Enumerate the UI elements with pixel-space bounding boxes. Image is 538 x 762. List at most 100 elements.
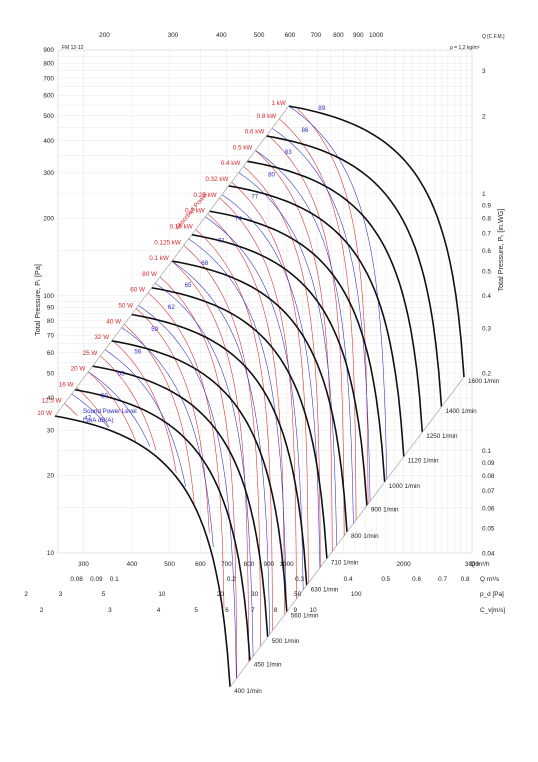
y-right-label: Total Pressure, Pₜ [in.WG]: [496, 209, 505, 292]
x-cv-tick: 4: [157, 607, 161, 614]
y-right-tick: 0.6: [482, 248, 491, 255]
y-left-tick: 10: [47, 550, 55, 557]
x-bottom-tick: 1000: [279, 561, 294, 568]
sound-line: [121, 327, 214, 548]
x-bottom-tick: 600: [195, 561, 206, 568]
speed-label: 500 1/min: [272, 638, 300, 645]
y-left-tick: 70: [47, 333, 55, 340]
sound-label: 86: [302, 127, 309, 134]
boundary-line: [229, 376, 465, 688]
speed-label: 1400 1/min: [446, 408, 478, 415]
y-right-tick: 0.09: [482, 460, 495, 467]
grid: [57, 49, 473, 554]
y-left-tick: 900: [43, 47, 54, 54]
speed-label: 1600 1/min: [468, 378, 500, 385]
y-right-tick: 0.1: [482, 448, 491, 455]
sound-line: [288, 105, 388, 480]
y-right-tick: 0.06: [482, 505, 495, 512]
speed-label: 1120 1/min: [408, 458, 439, 465]
y-left-tick: 200: [43, 215, 54, 222]
x-bottom-tick: 800: [244, 561, 255, 568]
sound-label: 53: [118, 371, 125, 378]
x-bottom-tick: 700: [221, 561, 232, 568]
labels: 900 800 700 600 500 400 300 200 100 90 80 70 60 50 40 3…: [24, 32, 499, 695]
sound-label: 50: [101, 393, 108, 400]
y-right-tick: 0.4: [482, 293, 491, 300]
density-label: ρ = 1,2 kg/m³: [450, 45, 480, 51]
x-pa-tick: 3: [59, 591, 63, 598]
x-ms-tick: 0.5: [381, 576, 390, 583]
x-top-tick: 700: [311, 32, 322, 39]
power-label: 0.4 kW: [221, 160, 241, 167]
power-line: [231, 181, 309, 584]
y-left-tick: 20: [47, 473, 55, 480]
x-ms-tick: 0.09: [90, 576, 103, 583]
speed-curve: [151, 287, 328, 559]
y-left-label: Total Pressure, Pₜ [Pa]: [33, 264, 42, 336]
speed-label: 630 1/min: [311, 586, 339, 593]
x-bottom-tick: 2000: [396, 561, 411, 568]
y-left-tick: 800: [43, 60, 54, 67]
power-label: 20 W: [71, 366, 86, 373]
speed-curve: [209, 210, 386, 483]
x-top-tick: 900: [353, 32, 364, 39]
x-bottom-tick: 3000: [465, 561, 480, 568]
sound-label: 65: [185, 282, 192, 289]
power-label: 25 W: [83, 350, 98, 357]
y-right-tick: 0.07: [482, 488, 495, 495]
y-left-tick: 100: [43, 293, 54, 300]
speed-curve: [131, 313, 308, 586]
y-left-tick: 500: [43, 113, 54, 120]
y-right-tick: 0.9: [482, 203, 491, 210]
x-pa-tick: 50: [294, 591, 302, 598]
x-ms-tick: 0.3: [295, 576, 304, 583]
speed-label: 710 1/min: [331, 560, 359, 567]
y-left-tick: 50: [47, 370, 55, 377]
x-ms-tick: 0.1: [110, 576, 119, 583]
power-label: 0.32 kW: [205, 176, 228, 183]
y-left-tick: 90: [47, 305, 55, 312]
x-bottom-tick: 900: [263, 561, 274, 568]
power-line: [64, 403, 78, 416]
top-axis-unit: Q [C.F.M.]: [482, 34, 505, 40]
x-ms-tick: 0.08: [70, 576, 83, 583]
x-top-tick: 600: [285, 32, 296, 39]
power-label: 60 W: [130, 287, 145, 294]
sound-line: [238, 172, 337, 546]
power-label: 80 W: [142, 271, 157, 278]
cv-axis-unit: C_v[m/s]: [480, 607, 505, 614]
x-top-tick: 200: [99, 32, 110, 39]
sound-label: 77: [251, 193, 258, 200]
power-label: 50 W: [118, 303, 133, 310]
power-label: 40 W: [106, 318, 121, 325]
speed-label: 450 1/min: [254, 662, 282, 669]
power-label: 0.2 kW: [185, 208, 205, 215]
sound-label: 80: [268, 171, 275, 178]
power-line: [147, 292, 225, 609]
power-line: [255, 150, 333, 552]
x-cv-tick: 8: [274, 607, 278, 614]
power-label: 0.6 kW: [245, 129, 265, 136]
x-top-tick: 800: [333, 32, 344, 39]
sound-line: [155, 282, 254, 657]
power-label: 10 W: [37, 410, 52, 417]
x-top-tick: 400: [216, 32, 227, 39]
power-line: [171, 260, 250, 663]
sound-line: [71, 393, 109, 428]
speed-label: 800 1/min: [351, 533, 379, 540]
power-label: 32 W: [94, 334, 109, 341]
speed-label: 900 1/min: [371, 507, 399, 514]
pa-axis-unit: p_d [Pa]: [480, 591, 504, 598]
y-right-tick: 0.7: [482, 231, 491, 238]
x-pa-tick: 20: [217, 591, 225, 598]
sound-label: 47: [84, 415, 91, 422]
sound-label: 83: [285, 149, 292, 156]
speed-curve: [228, 185, 405, 457]
y-right-tick: 2: [482, 113, 486, 120]
sound-line: [205, 216, 304, 590]
speed-curve: [266, 135, 443, 407]
y-right-tick: 0.05: [482, 526, 495, 533]
speed-curve: [247, 160, 424, 433]
x-cv-tick: 9: [294, 607, 298, 614]
